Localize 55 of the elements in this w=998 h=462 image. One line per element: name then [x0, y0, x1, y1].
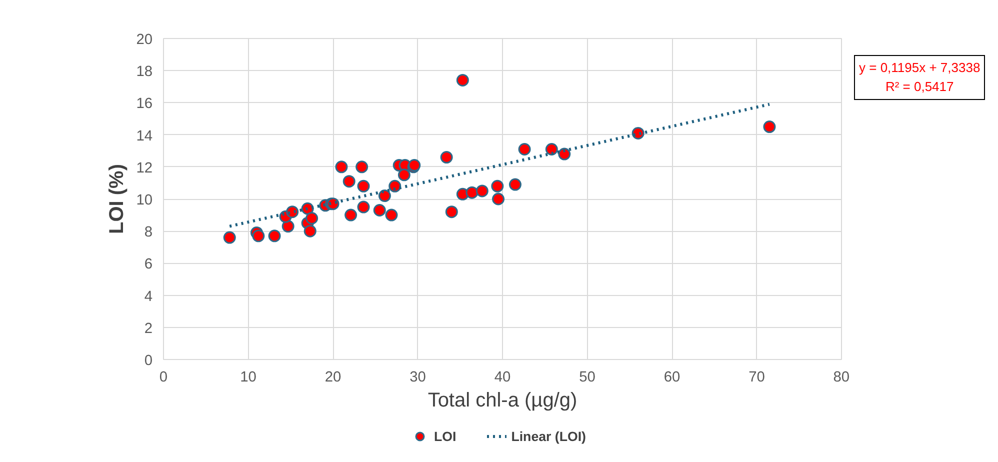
point [356, 160, 368, 174]
point [252, 230, 265, 242]
point [545, 143, 558, 156]
point [385, 208, 398, 222]
point [388, 180, 402, 192]
point [445, 206, 458, 218]
point [456, 74, 469, 86]
x-tick-label: 60 [664, 370, 680, 386]
point [466, 186, 478, 199]
point [398, 168, 410, 182]
y-axis-title: LOI (%) [106, 164, 128, 234]
y-tick-label: 4 [144, 288, 153, 305]
point [304, 224, 316, 238]
text: y = 0,1195x + 7,3338 [859, 60, 980, 75]
y-tick-label: 10 [136, 192, 153, 208]
y-tick-label: 20 [136, 32, 153, 48]
x-tick-label: 30 [410, 370, 426, 386]
y-tick-label: 2 [144, 320, 153, 337]
point [344, 208, 358, 222]
point [558, 148, 571, 160]
point [518, 143, 531, 156]
point [268, 230, 281, 242]
legend-label: Linear (LOI) [511, 428, 586, 444]
point [378, 190, 391, 202]
y-tick-label: 14 [136, 128, 153, 144]
x-tick-label: 70 [748, 370, 765, 386]
y-tick-label: 8 [144, 224, 153, 241]
point [282, 220, 294, 233]
legend-label: LOI [434, 428, 456, 444]
point [357, 180, 370, 192]
y-tick-label: 18 [136, 64, 153, 80]
point [223, 231, 236, 244]
point [373, 204, 386, 216]
y-tick-label: 12 [136, 160, 153, 176]
y-tick-label: 6 [144, 256, 153, 273]
x-tick-label: 80 [833, 370, 850, 386]
point [763, 120, 776, 134]
x-tick-label: 0 [159, 370, 168, 386]
point [440, 151, 453, 164]
point [357, 200, 370, 214]
point [476, 184, 488, 198]
x-tick-label: 10 [240, 370, 256, 386]
point [508, 178, 522, 191]
point [335, 160, 348, 174]
point [492, 192, 505, 206]
x-tick-label: 40 [494, 370, 511, 386]
y-tick-label: 0 [144, 353, 153, 369]
point [491, 180, 504, 192]
x-tick-label: 50 [579, 370, 596, 386]
x-axis-title: Total chl-a (µg/g) [428, 390, 578, 412]
y-tick-label: 16 [136, 96, 153, 112]
x-tick-label: 20 [324, 370, 342, 386]
point [306, 212, 318, 224]
point [342, 175, 356, 188]
text: R² = 0,5417 [885, 78, 954, 94]
